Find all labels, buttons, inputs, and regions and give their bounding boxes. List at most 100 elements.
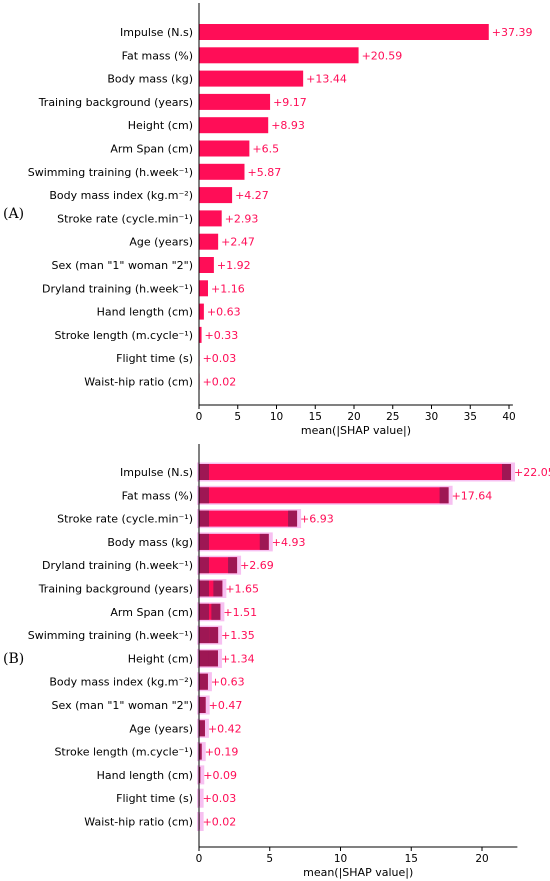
- b-value-label-3: +4.93: [272, 536, 306, 549]
- a-x-tick-label-8: 40: [502, 411, 515, 423]
- a-value-label-4: +8.93: [271, 119, 305, 132]
- a-bar-6: [199, 163, 245, 180]
- b-x-tick-label-4: 20: [475, 853, 488, 865]
- a-category-label-2: Body mass (kg): [107, 73, 193, 86]
- b-bar-shade-left-13: [199, 766, 201, 783]
- b-bar-0: [199, 464, 512, 480]
- b-x-axis-title: mean(|SHAP value|): [303, 866, 413, 879]
- a-value-label-8: +2.93: [225, 212, 259, 225]
- b-bar-halo-13: [197, 765, 205, 785]
- b-category-label-4: Dryland training (h.week⁻¹): [42, 559, 193, 572]
- b-value-label-5: +1.65: [225, 583, 259, 596]
- panel-label-b: (B): [3, 651, 25, 667]
- a-bar-1: [199, 47, 359, 64]
- b-bar-shade-left-3: [199, 533, 209, 550]
- b-category-label-10: Sex (man "1" woman "2"): [52, 699, 193, 712]
- b-bar-shade-right-2: [288, 510, 298, 527]
- a-bar-0: [199, 24, 489, 40]
- b-bar-shade-right-3: [259, 533, 269, 550]
- b-value-label-15: +0.02: [203, 816, 237, 829]
- b-value-label-13: +0.09: [203, 769, 237, 782]
- b-bar-shade-left-8: [199, 650, 209, 667]
- b-bar-shade-left-0: [199, 464, 209, 480]
- chart-b: +22.05 Impulse (N.s) +17.64 Fat mass (%) +6.…: [28, 444, 550, 879]
- b-bar-shade-left-2: [199, 510, 209, 527]
- a-bar-5: [199, 140, 250, 157]
- a-category-label-9: Age (years): [129, 236, 193, 249]
- a-value-label-1: +20.59: [362, 49, 403, 62]
- a-bar-9: [199, 233, 219, 250]
- b-bar-halo-15: [197, 812, 204, 831]
- b-value-label-8: +1.34: [221, 652, 255, 665]
- b-bar-3: [199, 533, 269, 550]
- a-bar-3: [199, 93, 271, 110]
- b-category-label-13: Hand length (cm): [97, 769, 193, 782]
- a-category-label-4: Height (cm): [128, 119, 193, 132]
- a-category-label-0: Impulse (N.s): [120, 26, 193, 39]
- b-category-label-7: Swimming training (h.week⁻¹): [28, 629, 193, 642]
- b-category-label-8: Height (cm): [128, 652, 193, 665]
- a-category-label-7: Body mass index (kg.m⁻²): [49, 189, 193, 202]
- a-value-label-15: +0.02: [203, 376, 237, 389]
- b-value-label-4: +2.69: [240, 559, 274, 572]
- b-bar-shade-left-9: [199, 673, 208, 690]
- a-value-label-0: +37.39: [492, 26, 533, 39]
- a-bar-7: [199, 187, 233, 204]
- a-category-label-8: Stroke rate (cycle.min⁻¹): [57, 212, 193, 225]
- a-category-label-13: Stroke length (m.cycle⁻¹): [54, 329, 193, 342]
- a-bar-11: [199, 280, 208, 297]
- a-bar-2: [199, 70, 304, 87]
- b-bar-shade-left-1: [199, 487, 209, 504]
- b-category-label-5: Training background (years): [38, 583, 193, 596]
- a-value-label-9: +2.47: [221, 236, 255, 249]
- b-category-label-3: Body mass (kg): [107, 536, 193, 549]
- b-bar-2: [199, 510, 298, 527]
- b-bar-shade-right-5: [213, 580, 223, 597]
- b-bar-shade-left-4: [199, 557, 209, 574]
- a-value-label-14: +0.03: [203, 352, 237, 365]
- a-bar-12: [199, 303, 204, 320]
- b-bar-halo-14: [197, 788, 204, 808]
- b-value-label-1: +17.64: [452, 489, 493, 502]
- b-bar-1: [199, 487, 449, 504]
- b-x-tick-label-1: 5: [266, 853, 273, 865]
- b-bar-shade-left-12: [199, 743, 202, 760]
- b-bar-shade-right-0: [502, 464, 512, 480]
- b-bar-shade-right-6: [211, 603, 221, 620]
- a-value-label-12: +0.63: [207, 306, 241, 319]
- b-value-label-9: +0.63: [211, 676, 245, 689]
- b-value-label-7: +1.35: [221, 629, 255, 642]
- a-bar-8: [199, 210, 222, 227]
- a-x-tick-label-5: 25: [386, 411, 399, 423]
- b-bar-shade-right-7: [209, 627, 219, 644]
- a-x-tick-label-0: 0: [196, 411, 203, 423]
- b-bar-shade-right-1: [439, 487, 449, 504]
- b-value-label-14: +0.03: [203, 792, 237, 805]
- b-category-label-15: Waist-hip ratio (cm): [84, 816, 193, 829]
- b-bar-shade-left-5: [199, 580, 209, 597]
- b-bar-shade-left-6: [199, 603, 209, 620]
- a-category-label-3: Training background (years): [38, 96, 193, 109]
- a-value-label-6: +5.87: [247, 166, 281, 179]
- b-value-label-11: +0.42: [208, 722, 242, 735]
- a-value-label-11: +1.16: [211, 282, 245, 295]
- a-category-label-14: Flight time (s): [116, 352, 193, 365]
- b-bar-shade-left-10: [199, 697, 206, 713]
- b-value-label-12: +0.19: [205, 746, 239, 759]
- a-x-axis-title: mean(|SHAP value|): [301, 424, 411, 437]
- a-category-label-15: Waist-hip ratio (cm): [84, 376, 193, 389]
- a-bar-4: [199, 117, 269, 134]
- b-x-tick-label-0: 0: [196, 853, 203, 865]
- b-category-label-0: Impulse (N.s): [120, 466, 193, 479]
- a-category-label-5: Arm Span (cm): [110, 143, 193, 156]
- a-x-tick-label-7: 35: [464, 411, 477, 423]
- a-x-tick-label-6: 30: [425, 411, 438, 423]
- b-value-label-6: +1.51: [223, 606, 257, 619]
- a-bar-13: [199, 326, 202, 343]
- b-category-label-2: Stroke rate (cycle.min⁻¹): [57, 513, 193, 526]
- b-category-label-1: Fat mass (%): [122, 489, 193, 502]
- b-value-label-0: +22.05: [514, 466, 550, 479]
- b-bar-shade-left-7: [199, 627, 209, 644]
- b-x-tick-label-3: 15: [405, 853, 418, 865]
- a-category-label-6: Swimming training (h.week⁻¹): [28, 166, 193, 179]
